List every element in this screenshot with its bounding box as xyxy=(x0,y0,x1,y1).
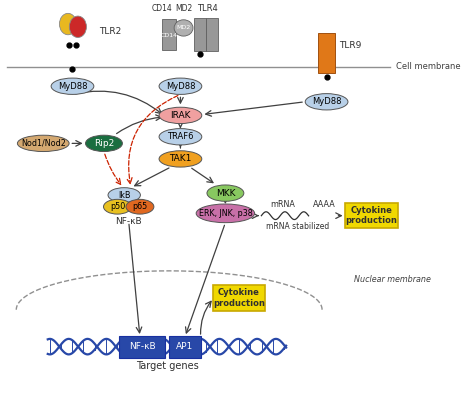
FancyBboxPatch shape xyxy=(169,336,201,357)
FancyBboxPatch shape xyxy=(162,20,176,50)
Text: p65: p65 xyxy=(132,202,147,211)
Text: Target genes: Target genes xyxy=(136,361,198,371)
Ellipse shape xyxy=(159,151,202,167)
Text: TLR9: TLR9 xyxy=(339,41,362,50)
Ellipse shape xyxy=(207,185,244,201)
Text: IRAK: IRAK xyxy=(170,111,191,120)
FancyBboxPatch shape xyxy=(119,336,165,357)
Ellipse shape xyxy=(126,199,154,214)
FancyBboxPatch shape xyxy=(206,18,218,51)
Text: NF-κB: NF-κB xyxy=(115,217,142,226)
Text: Cytokine
production: Cytokine production xyxy=(346,206,398,225)
Text: CD14: CD14 xyxy=(160,33,177,38)
Text: Nod1/Nod2: Nod1/Nod2 xyxy=(21,139,66,148)
Ellipse shape xyxy=(159,107,202,123)
Text: MyD88: MyD88 xyxy=(312,97,341,106)
FancyBboxPatch shape xyxy=(213,285,265,311)
Ellipse shape xyxy=(174,20,193,36)
Ellipse shape xyxy=(69,16,86,37)
Text: TLR2: TLR2 xyxy=(100,27,122,36)
Text: IkB: IkB xyxy=(118,191,130,199)
Ellipse shape xyxy=(59,14,76,35)
Text: MyD88: MyD88 xyxy=(166,82,195,91)
Text: mRNA stabilized: mRNA stabilized xyxy=(266,222,329,231)
Ellipse shape xyxy=(108,188,140,203)
Ellipse shape xyxy=(305,94,348,110)
Text: ERK, JNK, p38: ERK, JNK, p38 xyxy=(199,209,252,218)
Text: Rip2: Rip2 xyxy=(94,139,114,148)
Ellipse shape xyxy=(85,135,122,152)
FancyBboxPatch shape xyxy=(319,33,335,73)
Text: CD14: CD14 xyxy=(152,4,173,13)
Ellipse shape xyxy=(51,78,94,94)
Text: p50: p50 xyxy=(110,202,125,211)
Ellipse shape xyxy=(159,129,202,145)
Text: NF-κB: NF-κB xyxy=(129,342,155,351)
Text: MD2: MD2 xyxy=(175,4,192,13)
Text: Nuclear membrane: Nuclear membrane xyxy=(354,275,430,284)
Text: Cell membrane: Cell membrane xyxy=(396,62,461,71)
Text: AP1: AP1 xyxy=(176,342,193,351)
Text: TRAF6: TRAF6 xyxy=(167,132,194,141)
Text: MD2: MD2 xyxy=(176,25,191,30)
Text: MyD88: MyD88 xyxy=(58,82,87,91)
Text: TAK1: TAK1 xyxy=(169,154,191,164)
Text: MKK: MKK xyxy=(216,189,235,198)
Ellipse shape xyxy=(103,199,131,214)
Ellipse shape xyxy=(18,135,69,152)
FancyBboxPatch shape xyxy=(194,18,206,51)
FancyBboxPatch shape xyxy=(346,203,398,228)
Ellipse shape xyxy=(159,78,202,94)
Text: AAAA: AAAA xyxy=(313,200,336,209)
Text: mRNA: mRNA xyxy=(270,200,295,209)
Text: Cytokine
production: Cytokine production xyxy=(213,289,265,308)
Text: TLR4: TLR4 xyxy=(197,4,218,13)
Ellipse shape xyxy=(196,204,255,222)
